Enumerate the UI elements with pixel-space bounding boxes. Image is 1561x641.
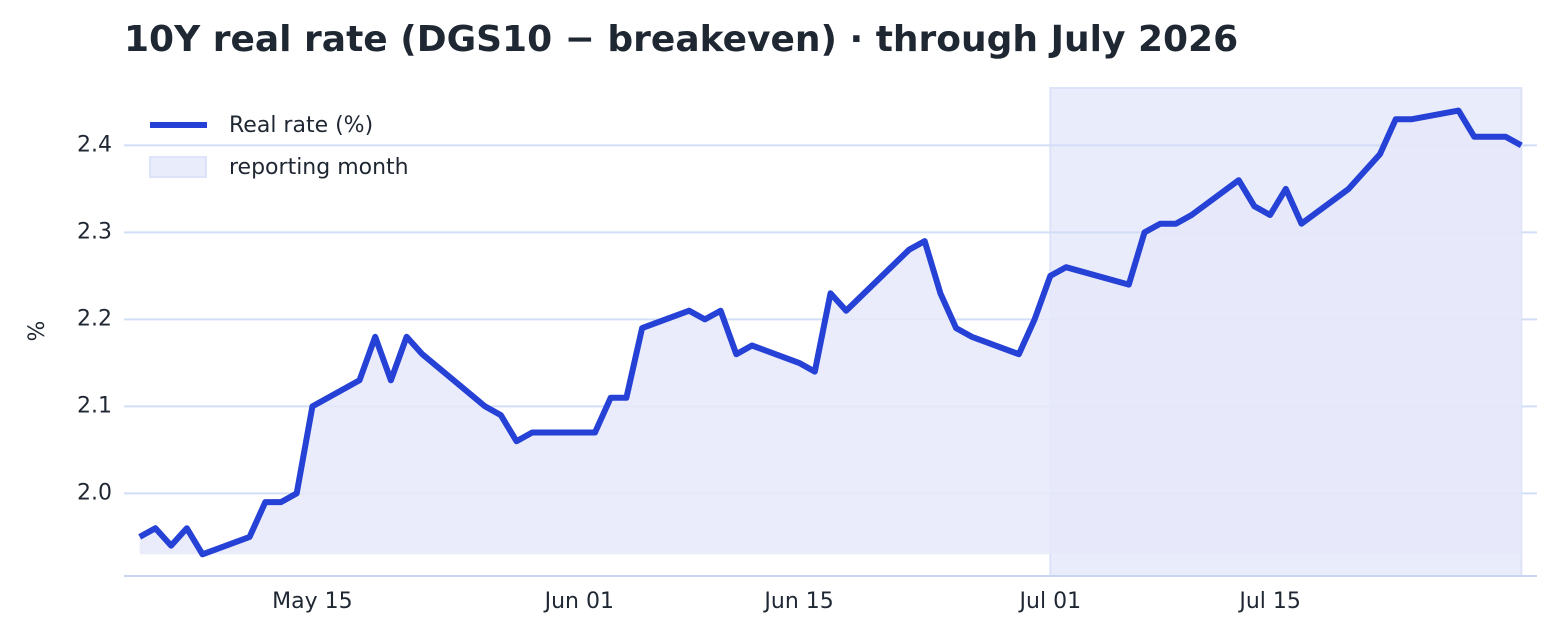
area (139, 110, 1522, 555)
x-tick-label: May 15 (272, 589, 352, 614)
y-tick-label: 2.4 (77, 132, 112, 157)
line (138, 107, 1523, 558)
x-tick-label: Jun 01 (543, 589, 614, 614)
x-tick-label: Jul 15 (1237, 589, 1301, 614)
x-tick-label: Jul 01 (1018, 589, 1082, 614)
y-axis-label: % (25, 321, 50, 342)
y-tick-label: 2.2 (77, 306, 112, 331)
legend-swatch (149, 156, 207, 178)
chart-title: 10Y real rate (DGS10 − breakeven) · thro… (124, 19, 1238, 60)
legend-label: reporting month (229, 155, 409, 180)
y-tick-label: 2.0 (77, 480, 112, 505)
x-tick-label: Jun 15 (762, 589, 833, 614)
y-tick-label: 2.1 (77, 393, 112, 418)
legend-label: Real rate (%) (229, 113, 373, 138)
y-tick-label: 2.3 (77, 219, 112, 244)
